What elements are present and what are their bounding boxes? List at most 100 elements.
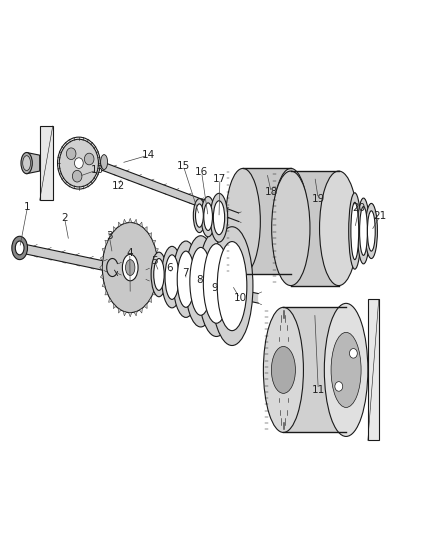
Polygon shape [123,311,127,316]
Polygon shape [155,248,159,253]
Polygon shape [149,297,152,302]
Text: 11: 11 [311,384,325,394]
Ellipse shape [165,255,179,300]
Text: 8: 8 [197,275,203,285]
Polygon shape [118,308,121,313]
Polygon shape [149,233,152,238]
Polygon shape [152,290,155,295]
Ellipse shape [367,211,375,251]
Ellipse shape [198,230,235,336]
Ellipse shape [102,222,158,313]
Text: 16: 16 [195,167,208,177]
Polygon shape [134,311,137,316]
Text: 12: 12 [111,181,125,191]
Ellipse shape [357,198,370,264]
Polygon shape [100,274,103,279]
Ellipse shape [263,308,304,432]
Polygon shape [157,256,160,261]
Polygon shape [139,308,142,313]
Ellipse shape [173,241,199,317]
Polygon shape [109,297,112,302]
Ellipse shape [360,207,367,255]
Polygon shape [291,171,339,286]
Text: 2: 2 [61,213,68,223]
Ellipse shape [185,236,216,327]
Ellipse shape [195,204,203,227]
Ellipse shape [21,152,32,174]
Ellipse shape [351,203,359,260]
Ellipse shape [201,197,215,237]
Text: 3: 3 [106,231,113,241]
Ellipse shape [272,171,310,286]
Text: 13: 13 [91,165,104,175]
Ellipse shape [85,153,94,165]
Text: 5: 5 [151,256,158,266]
Ellipse shape [190,247,212,316]
Polygon shape [105,290,108,295]
Ellipse shape [213,201,225,235]
Ellipse shape [331,333,361,407]
Polygon shape [144,303,147,309]
Ellipse shape [177,251,194,308]
Polygon shape [152,240,155,245]
Text: 9: 9 [212,282,218,293]
Ellipse shape [272,346,295,393]
Polygon shape [102,161,239,221]
Polygon shape [144,227,147,232]
Polygon shape [102,248,105,253]
Polygon shape [100,256,103,261]
Ellipse shape [151,252,167,297]
Polygon shape [27,152,40,174]
Ellipse shape [365,204,378,259]
Ellipse shape [12,236,28,260]
Ellipse shape [59,139,99,187]
Text: 14: 14 [142,150,155,160]
Polygon shape [113,227,116,232]
Polygon shape [100,265,102,270]
Polygon shape [123,219,127,224]
Text: 18: 18 [265,187,278,197]
Ellipse shape [324,303,368,437]
Ellipse shape [193,199,205,232]
Ellipse shape [154,259,164,290]
Polygon shape [158,265,161,270]
Ellipse shape [204,203,212,230]
Ellipse shape [72,171,82,182]
Text: 6: 6 [166,263,173,272]
Ellipse shape [67,148,76,159]
Text: 7: 7 [182,268,188,278]
Ellipse shape [122,254,138,281]
Ellipse shape [126,260,135,276]
Ellipse shape [226,168,260,274]
Polygon shape [40,126,53,200]
Text: 1: 1 [24,202,31,212]
Polygon shape [102,282,105,287]
Text: 15: 15 [177,161,190,171]
Circle shape [350,349,357,358]
Circle shape [335,382,343,391]
Polygon shape [113,303,116,309]
Polygon shape [139,222,142,227]
Polygon shape [243,168,291,274]
Polygon shape [368,300,379,440]
Ellipse shape [162,246,183,308]
Polygon shape [129,218,132,223]
Ellipse shape [211,227,253,345]
Polygon shape [109,233,112,238]
Polygon shape [157,274,160,279]
Ellipse shape [23,156,31,171]
Ellipse shape [320,171,358,286]
Ellipse shape [15,241,24,255]
Text: 4: 4 [127,248,133,259]
Polygon shape [105,240,108,245]
Ellipse shape [349,193,361,269]
Polygon shape [20,243,258,303]
Polygon shape [155,282,159,287]
Polygon shape [129,312,132,317]
Ellipse shape [273,168,308,274]
Ellipse shape [210,193,228,242]
Text: 17: 17 [213,174,226,184]
Text: 10: 10 [233,293,247,303]
Text: 19: 19 [311,193,325,204]
Polygon shape [134,219,137,224]
